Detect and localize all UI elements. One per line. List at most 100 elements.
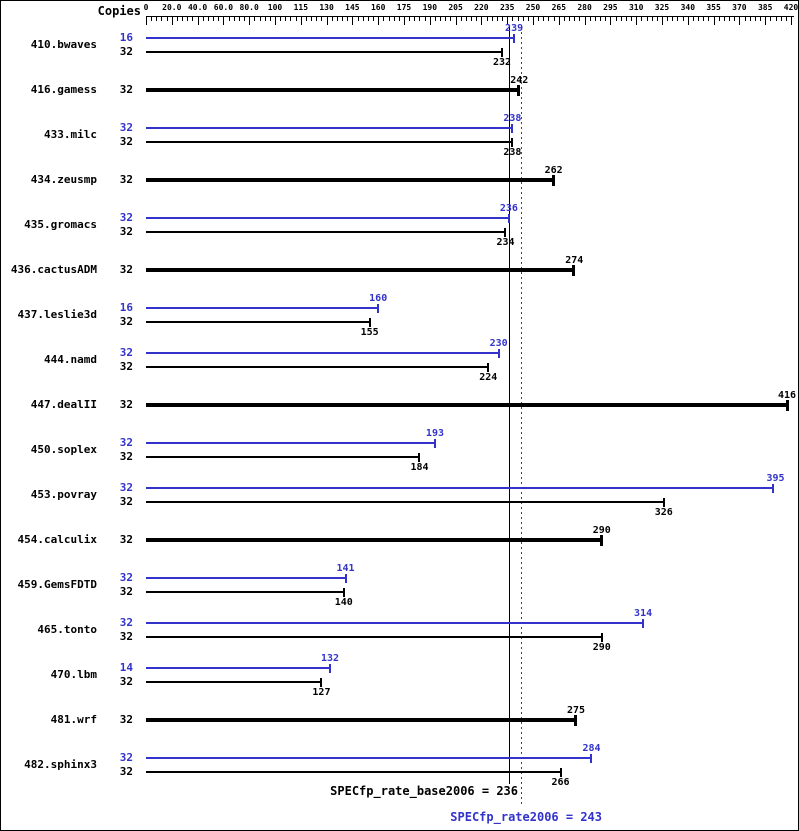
copies-label: 32 bbox=[119, 360, 133, 373]
axis-tick-minor bbox=[667, 17, 669, 21]
axis-tick-label: 340 bbox=[680, 3, 696, 12]
rate-value-label: 127 bbox=[312, 687, 331, 698]
rate-value-label: 266 bbox=[551, 777, 570, 788]
axis-tick-label: 355 bbox=[706, 3, 721, 12]
bar-end-cap bbox=[559, 767, 562, 777]
axis-tick-minor bbox=[656, 17, 658, 21]
copies-label: 32 bbox=[119, 135, 133, 148]
axis-tick-minor bbox=[367, 17, 369, 21]
rate-value-label: 290 bbox=[592, 642, 611, 653]
axis-tick-major bbox=[223, 17, 225, 25]
axis-tick-major bbox=[404, 17, 405, 25]
benchmark-name: 482.sphinx3 bbox=[24, 758, 97, 771]
axis-tick-label: 80.0 bbox=[239, 3, 259, 12]
axis-tick-minor bbox=[424, 17, 426, 21]
rate-value-label: 274 bbox=[565, 255, 584, 266]
peak-rate-bar bbox=[146, 352, 499, 354]
axis-tick-label: 130 bbox=[319, 3, 334, 12]
bar-end-cap bbox=[513, 33, 516, 43]
axis-tick-major bbox=[713, 17, 715, 25]
base-mean-label: SPECfp_rate_base2006 = 236 bbox=[330, 784, 518, 798]
copies-label: 16 bbox=[119, 301, 133, 314]
axis-tick-minor bbox=[187, 17, 189, 21]
copies-label: 32 bbox=[119, 225, 133, 238]
rate-value-label: 160 bbox=[369, 293, 388, 304]
axis-tick-minor bbox=[218, 17, 220, 21]
rate-value-label: 236 bbox=[499, 203, 518, 214]
axis-tick-minor bbox=[574, 17, 576, 21]
axis-tick-label: 370 bbox=[732, 3, 747, 12]
rate-value-label: 314 bbox=[634, 608, 653, 619]
axis-tick-label: 420 bbox=[783, 3, 799, 12]
copies-label: 32 bbox=[119, 571, 133, 584]
base-rate-bar bbox=[146, 268, 575, 272]
copies-label: 32 bbox=[119, 398, 133, 411]
peak-rate-bar bbox=[146, 622, 644, 624]
copies-label: 14 bbox=[119, 661, 133, 674]
axis-tick-major bbox=[791, 17, 792, 25]
axis-tick-major bbox=[533, 17, 534, 25]
copies-label: 32 bbox=[119, 630, 133, 643]
rate-value-label: 193 bbox=[425, 428, 444, 439]
axis-tick-minor bbox=[718, 17, 720, 21]
axis-tick-minor bbox=[589, 17, 591, 21]
axis-tick-minor bbox=[476, 17, 478, 21]
copies-label: 32 bbox=[119, 585, 133, 598]
copies-label: 32 bbox=[119, 616, 133, 629]
bar-end-cap bbox=[418, 452, 421, 462]
axis-tick-major bbox=[352, 17, 354, 25]
axis-tick-minor bbox=[269, 17, 271, 21]
bar-end-cap bbox=[344, 573, 347, 583]
rate-value-label: 238 bbox=[503, 147, 522, 158]
axis-tick-major bbox=[610, 17, 612, 25]
base-rate-bar bbox=[146, 636, 602, 638]
axis-tick-label: 250 bbox=[525, 3, 541, 12]
base-rate-bar bbox=[146, 231, 506, 233]
axis-tick-minor bbox=[553, 17, 555, 21]
copies-label: 32 bbox=[119, 45, 133, 58]
copies-label: 32 bbox=[119, 533, 133, 546]
axis-tick-minor bbox=[775, 17, 777, 21]
axis-tick-major bbox=[558, 17, 560, 25]
axis-tick-minor bbox=[398, 17, 400, 21]
axis-tick-major bbox=[636, 17, 638, 25]
peak-mean-line bbox=[521, 27, 522, 807]
axis-tick-minor bbox=[502, 17, 504, 21]
axis-tick-minor bbox=[347, 17, 349, 21]
axis-tick-minor bbox=[563, 17, 565, 21]
axis-tick-minor bbox=[305, 17, 307, 21]
axis-tick-minor bbox=[682, 17, 684, 21]
peak-rate-bar bbox=[146, 577, 346, 579]
benchmark-name: 465.tonto bbox=[37, 623, 97, 636]
axis-tick-label: 190 bbox=[422, 3, 438, 12]
bar-end-cap bbox=[433, 438, 436, 448]
axis-tick-minor bbox=[176, 17, 178, 21]
axis-tick-label: 220 bbox=[474, 3, 489, 12]
copies-label: 32 bbox=[119, 481, 133, 494]
bar-end-cap bbox=[572, 264, 576, 276]
axis-tick-minor bbox=[749, 17, 751, 21]
peak-rate-bar bbox=[146, 37, 515, 39]
axis-tick-minor bbox=[486, 17, 488, 21]
rate-value-label: 284 bbox=[582, 743, 601, 754]
axis-tick-minor bbox=[388, 17, 390, 21]
axis-tick-label: 295 bbox=[603, 3, 618, 12]
axis-tick-minor bbox=[202, 17, 204, 21]
benchmark-name: 453.povray bbox=[30, 488, 97, 501]
benchmark-name: 437.leslie3d bbox=[17, 308, 97, 321]
peak-rate-bar bbox=[146, 217, 509, 219]
axis-tick-minor bbox=[527, 17, 529, 21]
axis-tick-minor bbox=[254, 17, 256, 21]
peak-rate-bar bbox=[146, 442, 435, 444]
axis-tick-minor bbox=[496, 17, 498, 21]
axis-tick-minor bbox=[373, 17, 375, 21]
axis-tick-minor bbox=[512, 17, 514, 21]
axis-tick-major bbox=[249, 17, 251, 25]
copies-label: 32 bbox=[119, 495, 133, 508]
bar-end-cap bbox=[377, 303, 380, 313]
peak-rate-bar bbox=[146, 127, 513, 129]
axis-tick-label: 0 bbox=[143, 3, 149, 12]
bar-end-cap bbox=[600, 632, 603, 642]
axis-tick-label: 60.0 bbox=[213, 3, 234, 12]
